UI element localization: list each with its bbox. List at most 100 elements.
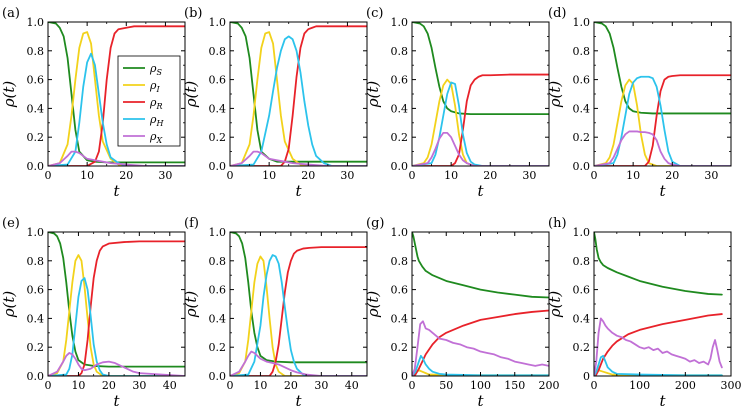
y-axis-label: ρ(t) xyxy=(182,291,200,319)
x-tick-label: 0 xyxy=(227,169,234,182)
y-tick-label: 0.4 xyxy=(391,312,409,325)
series-line-I xyxy=(230,31,367,166)
y-tick-label: 0.6 xyxy=(209,284,227,297)
y-tick-label: 0.4 xyxy=(209,102,227,115)
legend-subscript: R xyxy=(155,102,162,111)
series-line-S xyxy=(230,232,367,364)
x-tick-label: 10 xyxy=(626,169,640,182)
series-line-R xyxy=(412,309,549,376)
y-axis-label: ρ(t) xyxy=(364,81,382,109)
x-axis-label: t xyxy=(477,392,484,410)
legend-symbol: ρ xyxy=(149,62,157,75)
y-tick-label: 1.0 xyxy=(27,16,45,29)
x-tick-label: 20 xyxy=(284,379,298,392)
series-line-R xyxy=(48,240,185,376)
series-line-X xyxy=(594,130,731,166)
y-tick-label: 0.6 xyxy=(27,284,45,297)
plot-frame xyxy=(229,21,368,167)
series-group xyxy=(594,22,731,166)
x-tick-label: 10 xyxy=(444,169,458,182)
y-tick-label: 0.6 xyxy=(391,284,409,297)
series-line-X xyxy=(48,150,185,166)
x-tick-label: 30 xyxy=(314,379,328,392)
legend-subscript: X xyxy=(155,136,162,145)
y-tick-label: 0.8 xyxy=(209,255,227,268)
series-line-X xyxy=(412,320,549,376)
chart-panel-a: 0 10 20 30 0.0 0.2 0.4 0.6 0.8 1.0 (a) t ρ(t) xyxy=(0,6,186,200)
legend-symbol: ρ xyxy=(149,79,157,92)
chart-panel-b: 0 10 20 30 0.0 0.2 0.4 0.6 0.8 1.0 (b) t ρ(t) xyxy=(182,6,368,200)
y-tick-label: 0.4 xyxy=(27,312,45,325)
series-group xyxy=(412,232,549,376)
panel-label: (b) xyxy=(184,6,202,21)
x-tick-label: 100 xyxy=(470,379,491,392)
x-tick-label: 0 xyxy=(45,169,52,182)
y-tick-label: 1.0 xyxy=(573,16,591,29)
y-tick-label: 0.2 xyxy=(27,341,45,354)
series-line-X xyxy=(230,350,367,376)
x-tick-label: 10 xyxy=(262,169,276,182)
x-tick-label: 20 xyxy=(483,169,497,182)
y-tick-label: 0.6 xyxy=(391,74,409,87)
series-line-X xyxy=(230,150,367,166)
legend-box xyxy=(117,55,181,147)
y-tick-label: 0.4 xyxy=(209,312,227,325)
x-tick-label: 300 xyxy=(721,379,742,392)
y-tick-label: 0.4 xyxy=(27,102,45,115)
y-tick-label: 0.8 xyxy=(391,45,409,58)
y-tick-label: 0.2 xyxy=(209,131,227,144)
series-line-S xyxy=(412,232,549,299)
series-group xyxy=(230,232,367,376)
series-line-S xyxy=(48,232,185,368)
y-tick-label: 0.8 xyxy=(391,255,409,268)
x-axis-label: t xyxy=(659,182,666,200)
series-group xyxy=(230,22,367,166)
y-tick-label: 0.8 xyxy=(209,45,227,58)
series-line-R xyxy=(230,246,367,376)
y-tick-label: 0.0 xyxy=(391,160,409,173)
y-tick-label: 0.8 xyxy=(27,45,45,58)
y-tick-label: 0 xyxy=(583,370,590,383)
panel-label: (a) xyxy=(2,6,20,21)
y-axis-label: ρ(t) xyxy=(364,291,382,319)
x-tick-label: 20 xyxy=(102,379,116,392)
y-tick-label: 1.0 xyxy=(209,16,227,29)
series-group xyxy=(412,22,549,166)
plot-frame xyxy=(411,231,550,377)
panel-label: (e) xyxy=(2,216,20,231)
series-group xyxy=(594,232,723,376)
y-tick-label: 0.8 xyxy=(573,45,591,58)
x-tick-label: 10 xyxy=(253,379,267,392)
y-tick-label: 0.6 xyxy=(27,74,45,87)
series-line-H xyxy=(412,81,549,166)
y-tick-label: 1.0 xyxy=(209,226,227,239)
series-line-I xyxy=(48,254,185,376)
y-axis-label: ρ(t) xyxy=(546,81,564,109)
x-tick-label: 10 xyxy=(80,169,94,182)
legend-label-I: ρI xyxy=(149,79,160,94)
x-tick-label: 0 xyxy=(409,379,416,392)
series-line-X xyxy=(594,317,723,376)
series-line-S xyxy=(230,22,367,163)
y-axis-label: ρ(t) xyxy=(182,81,200,109)
x-tick-label: 0 xyxy=(591,169,598,182)
legend-symbol: ρ xyxy=(149,96,157,109)
x-axis-label: t xyxy=(113,182,120,200)
y-tick-label: 1.0 xyxy=(573,226,591,239)
y-axis-label: ρ(t) xyxy=(0,81,18,109)
x-tick-label: 20 xyxy=(119,169,133,182)
panel-label: (d) xyxy=(548,6,566,21)
x-axis-label: t xyxy=(295,182,302,200)
y-axis-label: ρ(t) xyxy=(546,291,564,319)
x-tick-label: 10 xyxy=(71,379,85,392)
panel-label: (g) xyxy=(366,216,384,231)
x-axis-label: t xyxy=(295,392,302,410)
y-tick-label: 0.0 xyxy=(573,160,591,173)
y-tick-label: 0.2 xyxy=(391,131,409,144)
x-axis-label: t xyxy=(659,392,666,410)
chart-panel-f: 0 10 20 30 40 0.0 0.2 0.4 0.6 0.8 1.0 (f) t ρ(t) xyxy=(182,216,368,410)
y-tick-label: 1.0 xyxy=(391,226,409,239)
legend-subscript: S xyxy=(156,68,162,77)
series-line-S xyxy=(594,22,731,115)
legend-subscript: I xyxy=(155,85,160,94)
